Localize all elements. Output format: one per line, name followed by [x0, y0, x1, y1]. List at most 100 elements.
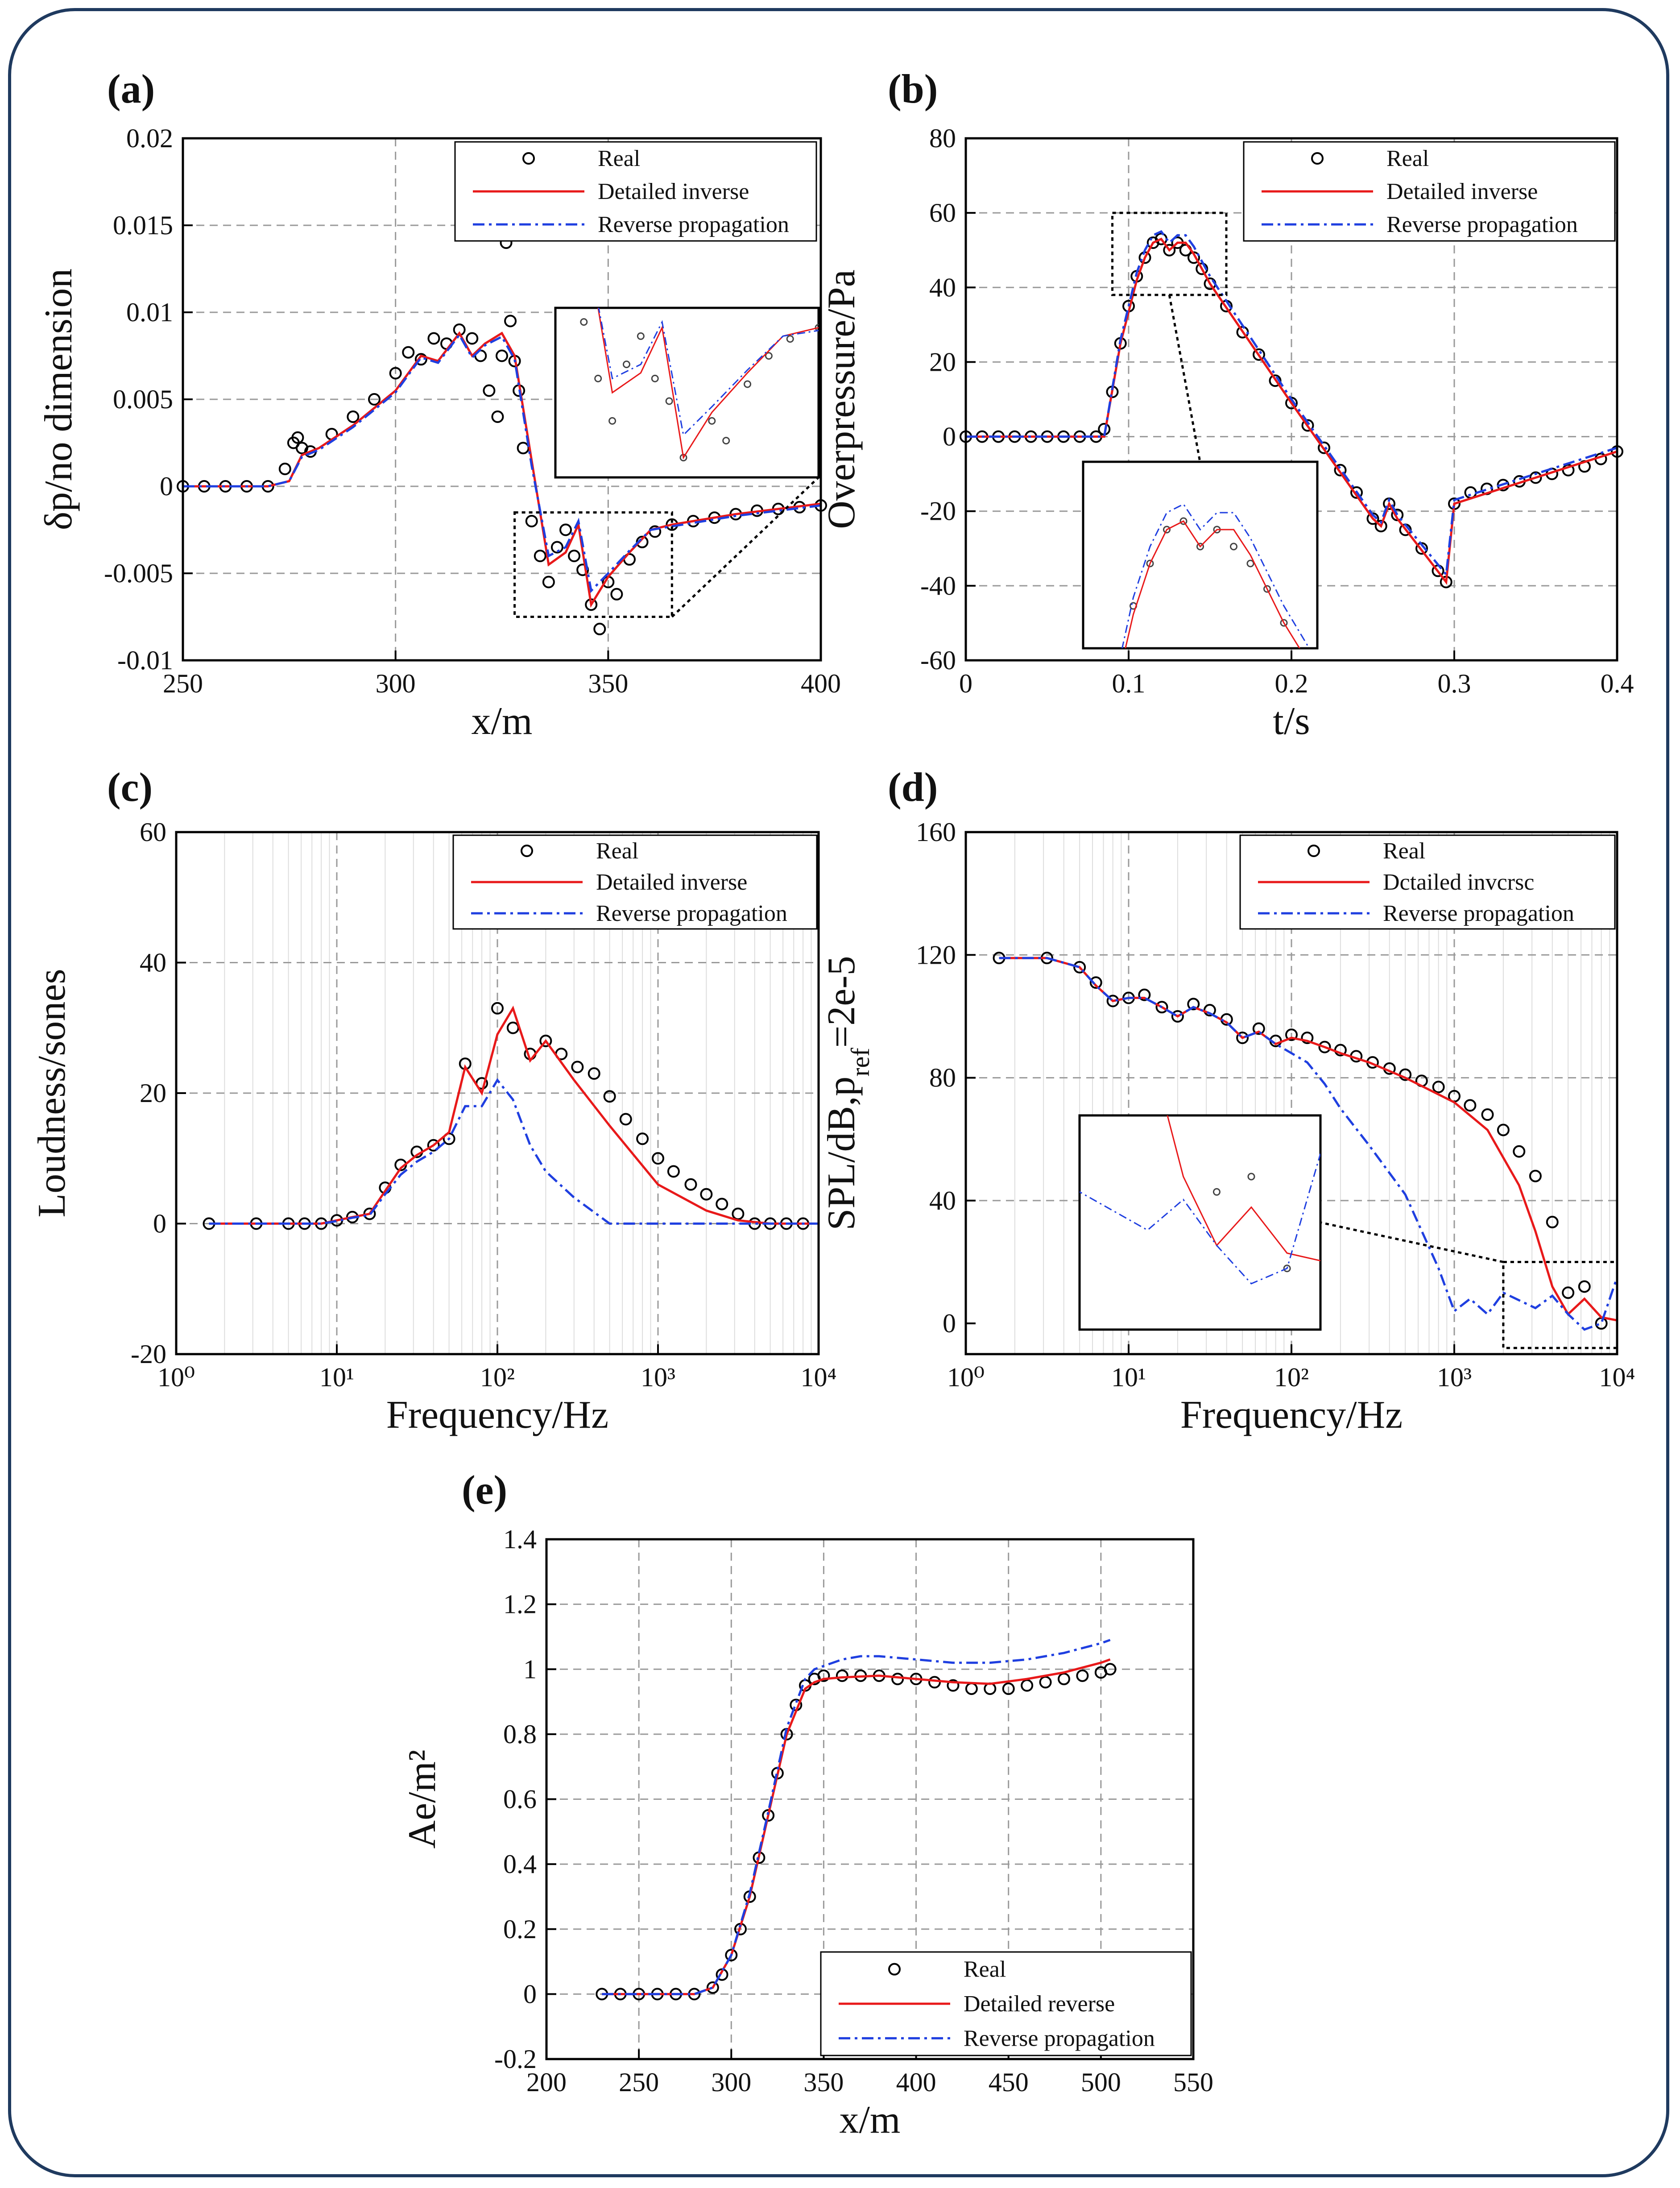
series-e-real-point: [947, 1679, 960, 1692]
inset-a-real-point: [637, 332, 645, 340]
inset-b-real-point: [1163, 526, 1171, 534]
y-tick-label-a: -0.005: [104, 559, 173, 588]
y-tick-label-c: 20: [140, 1078, 166, 1108]
series-c-detailed-line: [209, 1005, 819, 1225]
series-e-real-point: [965, 1682, 978, 1695]
series-a-real-point: [491, 410, 504, 423]
inset-d-real-point: [1283, 1264, 1291, 1272]
inset-a-real-point: [580, 318, 588, 326]
y-tick-label-b: 80: [929, 124, 956, 153]
legend-marker-real-b: [1311, 152, 1324, 165]
x-axis-label-d: Frequency/Hz: [1180, 1393, 1403, 1437]
series-e-real-point: [891, 1673, 904, 1686]
legend-label-e: Real: [964, 1957, 1006, 1982]
series-a-real-point: [504, 315, 517, 327]
legend-marker-real-d: [1308, 845, 1320, 857]
y-tick-label-e: 0.4: [503, 1849, 537, 1879]
inset-b-real-point: [1280, 619, 1288, 627]
series-d-real-point: [1187, 998, 1200, 1011]
series-d-reverse-line: [999, 957, 1617, 1331]
inset-a-detailed-line: [597, 308, 819, 460]
series-d-real-point: [1252, 1022, 1265, 1035]
series-d-real-point: [1318, 1040, 1331, 1053]
y-axis-label-c: Loudness/sones: [30, 969, 74, 1217]
x-tick-label-a: 350: [588, 669, 628, 698]
series-b-real-point: [1334, 464, 1347, 477]
legend-label-a: Real: [598, 146, 640, 171]
x-tick-label-c: 10³: [641, 1363, 675, 1392]
x-tick-label-b: 0.4: [1601, 669, 1634, 698]
series-e-real-point: [725, 1949, 738, 1961]
series-a-real-point: [389, 367, 402, 380]
x-tick-label-c: 10⁰: [157, 1363, 195, 1392]
series-b-real-point: [1529, 471, 1542, 484]
x-tick-label-e: 400: [896, 2068, 936, 2097]
panel-label-a: (a): [107, 66, 155, 112]
inset-d-real-point: [1212, 1188, 1221, 1196]
panel-label-e: (e): [462, 1467, 507, 1513]
x-axis-label-b: t/s: [1273, 700, 1310, 743]
x-tick-label-d: 10²: [1274, 1363, 1309, 1392]
x-tick-label-e: 350: [803, 2068, 844, 2097]
y-tick-label-e: 0.2: [503, 1914, 537, 1944]
inset-plot-d: [1080, 1115, 1320, 1285]
inset-a-real-point: [651, 374, 659, 382]
legend-label-d: Reverse propagation: [1383, 901, 1574, 926]
panel-label-c: (c): [107, 764, 153, 810]
series-d-real-point: [1513, 1145, 1526, 1158]
y-tick-label-b: -20: [920, 497, 956, 526]
chart-panel-c: 10⁰ 10¹ 10² 10³ 10⁴ -20 0 20 40 60 Frequency/Hz Lou…: [30, 764, 836, 1437]
legend-marker-real-c: [521, 845, 533, 857]
series-e-real-markers: [596, 1663, 1117, 2001]
series-e-real-point: [928, 1676, 941, 1689]
inset-box-b: [1082, 460, 1319, 650]
plot-area-e: [545, 1538, 1195, 2060]
series-d-real-point: [1089, 976, 1102, 989]
legend-b: Real Detailed inverse Reverse propagation: [1243, 141, 1616, 242]
series-e-real-point: [984, 1682, 997, 1695]
inset-box-a: [554, 307, 820, 479]
series-a-real-point: [534, 550, 546, 562]
x-tick-label-d: 10¹: [1111, 1363, 1146, 1392]
series-d-real-point: [1464, 1099, 1477, 1112]
series-c-real-point: [684, 1178, 697, 1191]
inset-a-real-point: [815, 323, 819, 332]
series-e-real-point: [1104, 1663, 1117, 1676]
inset-b-detailed-line: [1125, 520, 1300, 648]
series-c-real-point: [667, 1165, 680, 1178]
series-a-real-point: [610, 588, 623, 601]
series-d-real-point: [1546, 1216, 1559, 1229]
series-a-real-point: [568, 550, 581, 562]
chart-panel-e: 200 250 300 350 400 450 500 550 -0.2 0 0.2 0.4 0.6 0.…: [401, 1467, 1213, 2142]
legend-label-c: Reverse propagation: [596, 901, 787, 926]
y-tick-label-b: 60: [929, 198, 956, 228]
inset-b-real-point: [1230, 543, 1237, 551]
series-a-real-point: [278, 463, 291, 475]
inset-a-real-point: [622, 361, 630, 369]
series-d-real-point: [1073, 961, 1086, 974]
series-d-real-point: [1138, 988, 1151, 1001]
x-tick-label-a: 250: [163, 669, 203, 698]
series-d-real-point: [1236, 1032, 1249, 1044]
inset-source-box-d: [1502, 1261, 1618, 1349]
series-e-real-point: [762, 1809, 775, 1822]
legend-label-e: Reverse propagation: [964, 2026, 1155, 2051]
y-axis-label-e: Ae/m²: [401, 1750, 444, 1849]
series-c-real-point: [619, 1113, 632, 1126]
y-tick-label-e: 0.6: [503, 1785, 537, 1814]
inset-a-real-point: [594, 374, 602, 382]
series-d-real-point: [1481, 1108, 1494, 1121]
series-d-real-point: [1578, 1280, 1591, 1293]
series-d-real-point: [1562, 1286, 1575, 1299]
y-tick-label-d: 0: [943, 1309, 956, 1338]
series-a-real-point: [368, 393, 381, 406]
y-tick-label-c: -20: [131, 1339, 166, 1369]
series-c-real-point: [588, 1067, 600, 1080]
series-d-real-point: [1432, 1081, 1445, 1094]
series-c-real-point: [491, 1002, 504, 1015]
inset-b-real-point: [1246, 559, 1254, 568]
y-tick-label-b: 20: [929, 347, 956, 377]
series-c-real-point: [716, 1198, 728, 1210]
inset-a-real-point: [695, 494, 701, 500]
